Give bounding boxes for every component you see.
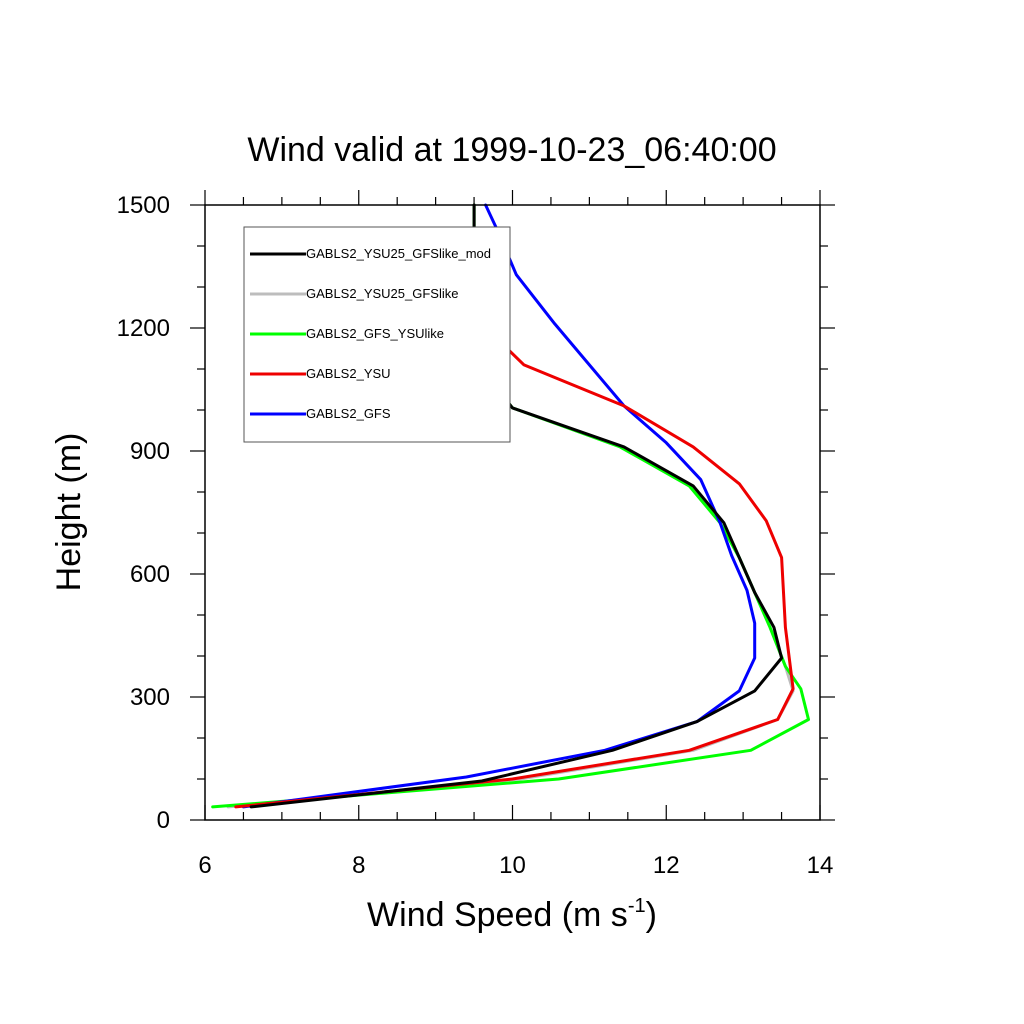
legend-label: GABLS2_YSU25_GFSlike (306, 286, 458, 301)
legend-label: GABLS2_GFS (306, 406, 391, 421)
y-axis-label: Height (m) (50, 433, 88, 592)
x-tick-label: 6 (198, 852, 211, 879)
axis-tick-labels: 6 8 10 12 14 0 300 600 900 1200 1500 (117, 192, 834, 879)
y-tick-label: 600 (130, 561, 170, 588)
x-axis-label-superscript: -1 (628, 895, 646, 917)
x-tick-label: 8 (352, 852, 365, 879)
legend: GABLS2_YSU25_GFSlike_mod GABLS2_YSU25_GFS… (243, 226, 511, 443)
x-axis-label: Wind Speed (m s-1) (367, 895, 657, 934)
x-axis-label-base: Wind Speed (m s (367, 896, 628, 934)
y-tick-label: 300 (130, 684, 170, 711)
y-tick-label: 900 (130, 438, 170, 465)
legend-label: GABLS2_YSU25_GFSlike_mod (306, 246, 491, 261)
y-tick-label: 1500 (117, 192, 170, 219)
y-tick-label: 0 (157, 807, 170, 834)
x-tick-label: 14 (807, 852, 834, 879)
x-tick-label: 10 (499, 852, 526, 879)
x-tick-label: 12 (653, 852, 680, 879)
legend-label: GABLS2_GFS_YSUlike (306, 326, 444, 341)
series-line-gabls2-ysu (234, 277, 795, 809)
axis-ticks (190, 190, 835, 821)
x-axis-label-suffix: ) (646, 896, 657, 934)
y-tick-label: 1200 (117, 315, 170, 342)
chart-title: Wind valid at 1999-10-23_06:40:00 (247, 131, 776, 169)
legend-label: GABLS2_YSU (306, 366, 391, 381)
